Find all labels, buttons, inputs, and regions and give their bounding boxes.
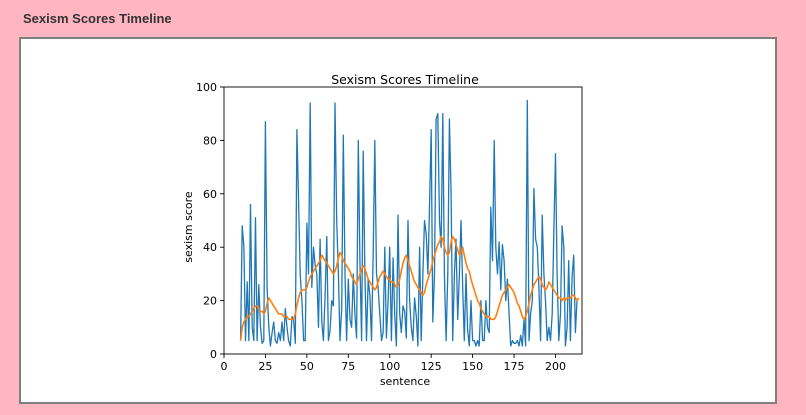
sexism-scores-chart: Sexism Scores Timeline 0 25 50 75 100 125 150 1… (182, 72, 583, 388)
x-tick-label: 75 (341, 360, 355, 373)
plot-area (239, 99, 580, 347)
y-tick-label: 0 (210, 348, 217, 361)
y-axis-label: sexism score (182, 191, 195, 263)
y-tick-label: 20 (203, 295, 217, 308)
axes: 0 25 50 75 100 125 150 175 200 0 20 40 60 80 100 (196, 81, 583, 373)
y-tick-label: 80 (203, 134, 217, 147)
page-title: Sexism Scores Timeline (23, 11, 172, 26)
x-axis-label: sentence (380, 375, 431, 388)
x-tick-label: 175 (504, 360, 525, 373)
x-tick-label: 125 (421, 360, 442, 373)
y-tick-label: 40 (203, 241, 217, 254)
x-tick-label: 200 (545, 360, 566, 373)
x-tick-label: 100 (379, 360, 400, 373)
y-tick-label: 100 (196, 81, 217, 94)
x-tick-label: 150 (462, 360, 483, 373)
rolling-mean-line (239, 235, 580, 341)
plot-border (223, 86, 583, 355)
x-tick-label: 25 (258, 360, 272, 373)
chart-title: Sexism Scores Timeline (331, 72, 479, 87)
chart-frame: Sexism Scores Timeline 0 25 50 75 100 125 150 1… (19, 37, 777, 404)
score-line (239, 99, 578, 347)
y-tick-label: 60 (203, 188, 217, 201)
x-tick-label: 50 (300, 360, 314, 373)
x-tick-label: 0 (221, 360, 228, 373)
